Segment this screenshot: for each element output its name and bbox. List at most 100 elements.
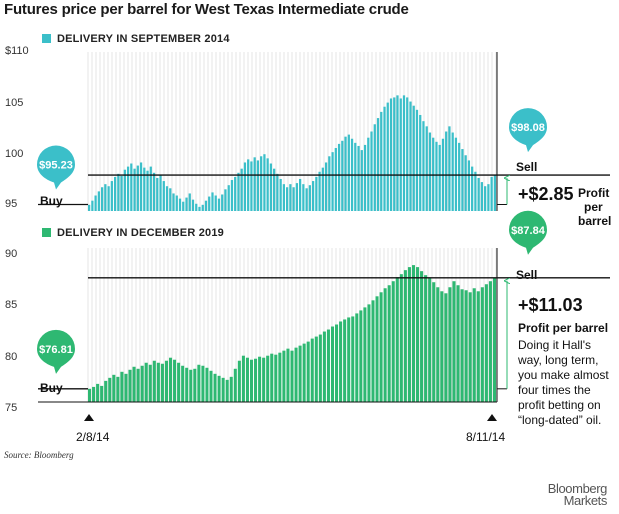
bar-bottom [407,267,411,402]
bar-top [331,152,334,211]
bar-top [172,193,175,211]
bar-top [130,163,133,211]
bar-top [386,102,389,211]
bar-bottom [286,348,290,402]
bar-bottom [476,291,480,402]
bar-top [250,161,253,211]
bar-bottom [318,334,322,402]
bar-top [311,181,315,211]
bar-top [143,167,146,211]
bar-top [88,204,91,211]
legend-swatch-sep-2014 [42,34,51,43]
bar-bottom [420,271,424,402]
y-tick-top-0: $110 [5,45,29,57]
bar-top [438,144,441,211]
bar-top [97,191,100,211]
bar-bottom [484,284,488,402]
gain-caption-top-line-2: per [584,200,603,214]
buy-price-bubble-top: $95.23 [37,145,75,190]
bar-top [370,131,373,211]
bar-bottom [185,367,189,402]
bar-top [315,176,318,211]
bar-bottom [424,275,428,402]
date-marker-start [84,414,94,421]
bar-top [422,121,425,211]
bar-bottom [436,287,440,402]
bar-bottom [411,265,416,402]
bar-bottom [96,383,100,402]
note-line-4: four times the [518,383,591,397]
bar-top [302,184,305,211]
bar-bottom [314,336,318,402]
note-line-5: profit betting on [518,398,601,412]
bar-top [354,142,357,211]
bar-bottom [351,316,355,402]
gain-value-top: +$2.85 [518,184,574,204]
bar-bottom [306,341,310,402]
bar-bottom [282,350,286,402]
reference-lines [38,52,610,421]
bar-bottom [124,373,128,402]
bar-bottom [355,313,359,402]
bar-bottom [472,288,476,402]
bar-top [279,178,282,211]
bar-top [133,168,136,211]
sell-label-top: Sell [516,160,538,174]
bar-bottom [120,371,124,402]
bar-bottom [254,358,258,402]
bar-bottom [363,307,367,402]
bar-bottom [456,285,460,402]
bar-top [425,126,428,211]
bar-bottom [428,278,432,402]
y-tick-bottom-3: 75 [5,402,18,414]
bar-top [188,193,191,211]
bar-top [91,200,94,211]
bar-bottom [197,364,201,402]
bar-bottom [225,379,229,402]
bar-bottom [112,374,116,402]
bar-bottom [416,267,420,402]
bar-top [230,180,234,211]
bar-top [152,172,156,211]
bars-sep-2014 [88,95,496,211]
bar-top [110,181,113,211]
sell-price-bubble-bottom-text: $87.84 [511,225,546,237]
x-label-start: 2/8/14 [76,430,110,444]
bar-bottom [326,329,330,402]
bar-top [204,200,208,211]
bar-top [383,106,386,211]
bar-top [428,132,432,211]
bar-top [380,111,383,211]
bar-top [298,178,302,211]
bar-bottom [144,362,148,402]
bar-top [123,169,126,211]
chart-title: Futures price per barrel for West Texas … [4,1,409,18]
bar-bottom [460,289,464,402]
bar-top [445,131,448,211]
bar-bottom [136,368,140,402]
bar-bottom [294,347,298,402]
source-note: Source: Bloomberg [4,450,74,460]
date-marker-end [487,414,497,421]
buy-label-top: Buy [40,194,63,208]
bar-bottom [100,385,104,402]
bar-top [432,137,435,211]
bar-top [113,176,117,211]
bar-top [409,101,412,211]
bar-bottom [468,292,472,402]
bar-top [175,195,178,211]
bar-top [334,148,337,211]
bar-top [214,195,217,211]
bar-top [412,105,415,211]
bar-bottom [375,296,379,402]
bar-top [399,98,402,211]
bar-top [493,175,496,211]
bar-top [149,166,152,211]
bar-bottom [440,291,444,402]
bar-bottom [177,362,181,402]
gain-caption-top-line-1: Profit [578,186,610,200]
bar-top [273,168,276,211]
sell-label-bottom: Sell [516,268,538,282]
bar-bottom [452,281,456,402]
bar-top [182,201,185,211]
